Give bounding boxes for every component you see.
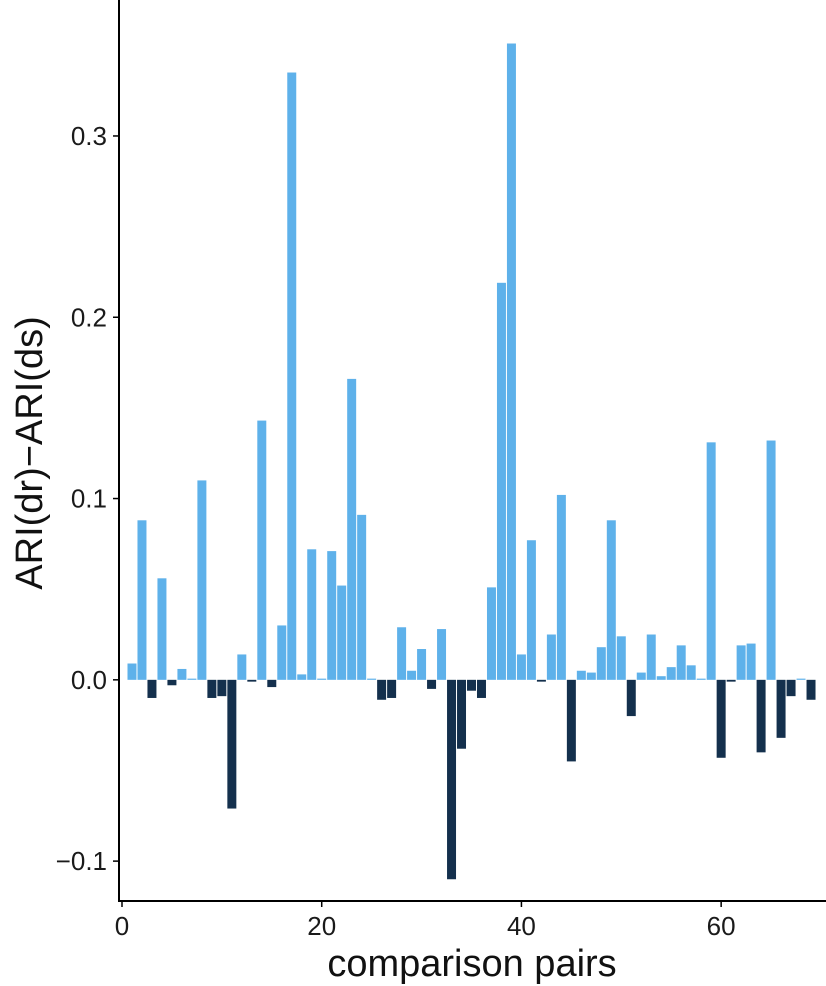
bar-53	[646, 634, 656, 680]
bar-4	[157, 578, 167, 680]
x-axis-title: comparison pairs	[327, 943, 616, 985]
bar-38	[496, 282, 506, 680]
bar-18	[297, 674, 307, 680]
bar-47	[586, 672, 596, 680]
bar-11	[227, 679, 237, 809]
bar-52	[636, 672, 646, 680]
bar-35	[467, 679, 476, 691]
bar-39	[506, 43, 516, 680]
bar-2	[137, 520, 147, 680]
bar-8	[197, 480, 207, 680]
bar-29	[407, 670, 417, 680]
bar-6	[177, 668, 187, 680]
x-tick-label: 20	[307, 911, 336, 941]
bar-62	[736, 645, 746, 680]
bar-9	[207, 679, 217, 698]
bar-15	[267, 679, 277, 688]
y-tick-label: 0.1	[71, 484, 107, 514]
bar-50	[616, 636, 626, 680]
bar-59	[706, 442, 716, 680]
bar-60	[716, 679, 726, 758]
bar-67	[786, 679, 796, 697]
bar-1	[127, 663, 137, 680]
bar-30	[417, 649, 427, 680]
bar-34	[457, 679, 467, 749]
bars-group	[127, 43, 816, 880]
bar-31	[427, 679, 437, 689]
bar-36	[476, 679, 486, 698]
y-axis-title: ARI(dr)−ARI(ds)	[9, 316, 51, 589]
bar-43	[546, 634, 556, 680]
bar-37	[486, 587, 496, 680]
bar-19	[307, 549, 317, 680]
bar-48	[596, 647, 606, 680]
bar-58	[696, 678, 706, 680]
bar-33	[447, 679, 457, 880]
y-tick-label: 0.2	[71, 302, 107, 332]
bar-16	[277, 625, 287, 680]
bar-21	[327, 551, 337, 680]
bar-28	[397, 627, 407, 680]
bar-24	[357, 514, 367, 680]
bar-32	[437, 629, 447, 680]
bar-61	[726, 679, 736, 682]
bar-17	[287, 72, 297, 680]
bar-51	[626, 679, 636, 717]
x-tick-label: 0	[115, 911, 129, 941]
bar-57	[686, 665, 696, 680]
bar-46	[576, 670, 586, 680]
bar-14	[257, 420, 267, 680]
bar-69	[806, 679, 816, 700]
bar-7	[187, 678, 197, 680]
bar-41	[526, 540, 536, 680]
bar-68	[796, 678, 806, 680]
bar-42	[536, 679, 546, 682]
bar-63	[746, 643, 756, 680]
bar-66	[776, 679, 786, 738]
y-tick-label: 0.3	[71, 121, 107, 151]
bar-3	[147, 679, 157, 698]
bar-44	[556, 494, 566, 680]
bar-27	[387, 679, 397, 698]
x-tick-label: 60	[707, 911, 736, 941]
x-axis-ticks: 0 20 40 60	[115, 901, 736, 941]
bar-10	[217, 679, 227, 697]
bar-5	[167, 679, 177, 686]
bar-55	[666, 667, 676, 680]
bar-45	[566, 679, 576, 762]
bar-22	[337, 585, 347, 680]
bar-13	[247, 679, 257, 682]
bar-40	[516, 654, 526, 680]
bar-54	[656, 676, 666, 680]
bar-64	[756, 679, 766, 753]
bar-65	[766, 440, 776, 680]
bar-25	[367, 678, 377, 680]
bar-26	[377, 679, 387, 700]
bar-12	[237, 654, 247, 680]
y-tick-label: −0.1	[56, 846, 107, 876]
bar-20	[317, 678, 327, 680]
bar-56	[676, 645, 686, 680]
bar-49	[606, 520, 616, 680]
x-tick-label: 40	[507, 911, 536, 941]
y-axis-ticks: −0.1 0.0 0.1 0.2 0.3	[56, 121, 119, 876]
y-tick-label: 0.0	[71, 665, 107, 695]
bar-23	[347, 378, 357, 680]
